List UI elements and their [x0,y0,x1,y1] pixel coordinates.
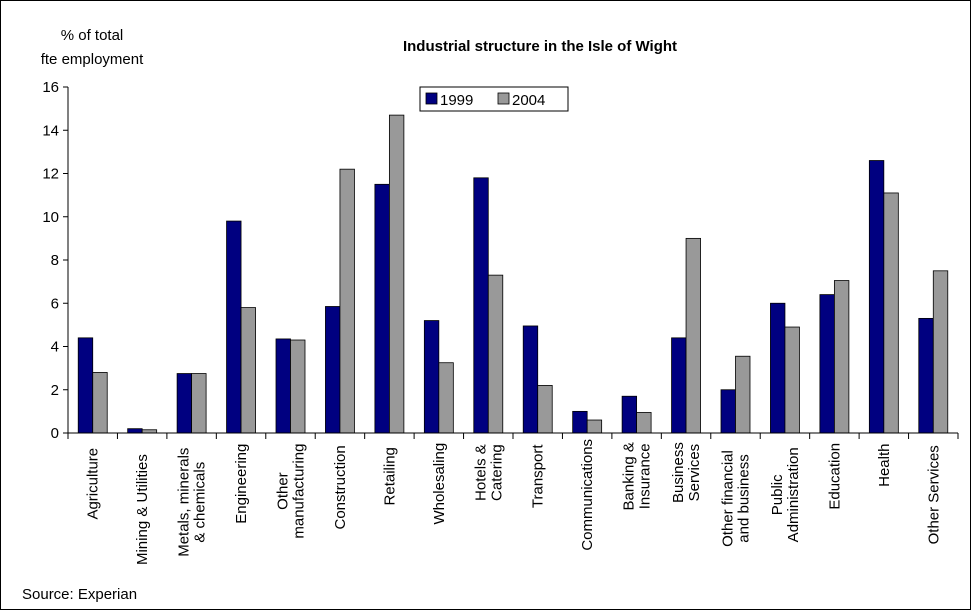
bar [275,338,291,434]
y-tick-label: 14 [42,122,59,139]
legend-swatch [425,92,438,105]
y-axis-label: % of total fte employment [41,27,144,68]
bar [537,385,553,434]
y-tick-label: 4 [51,339,59,356]
bar [290,339,306,434]
x-tick-label: Other Services [925,445,942,544]
x-tick-group: Other Services [925,445,942,544]
x-tick-label: Communications [579,439,596,551]
bar [388,114,405,434]
x-tick-group: Engineering [233,444,250,524]
bar [226,220,242,434]
y-tick-label: 10 [42,209,59,226]
x-tick-group: Othermanufacturing [275,444,308,539]
x-tick-label: BusinessServices [670,442,703,503]
bar [191,373,207,434]
source-note: Source: Experian [22,586,137,603]
bar [240,307,256,434]
y-tick-label: 16 [42,79,59,96]
bar [92,372,108,434]
legend-label: 1999 [440,92,473,109]
bar [671,337,687,434]
bar [77,337,94,434]
y-tick-label: 0 [51,425,59,442]
y-tick-label: 8 [51,252,59,269]
x-tick-label: Construction [332,445,349,529]
x-tick-group: Agriculture [85,448,102,520]
x-tick-label: Mining & Utilities [134,454,151,565]
x-tick-label: Education [826,443,843,510]
x-tick-label: Health [876,444,893,487]
bar [127,428,143,434]
legend-box [419,86,569,112]
x-tick-label: Metals, minerals& chemicals [176,448,209,557]
x-tick-label: Retailing [381,447,398,505]
bar [176,373,193,434]
bar [621,395,638,434]
bar [735,355,751,434]
bar [833,280,850,434]
bar [586,419,603,434]
bar [374,183,390,434]
x-tick-label: Agriculture [85,448,102,520]
x-tick-group: Banking &Insurance [621,442,654,510]
bar [487,274,504,434]
chart-title: Industrial structure in the Isle of Wigh… [403,38,677,55]
x-tick-label: Engineering [233,444,250,524]
bar [868,160,885,434]
x-tick-group: Wholesaling [431,443,448,525]
x-tick-label: Wholesaling [431,443,448,525]
bar [522,325,539,434]
bar [339,168,355,434]
legend-label: 2004 [512,92,545,109]
y-tick-label: 6 [51,295,59,312]
bar [423,320,440,434]
x-tick-label: Hotels &Catering [472,444,505,501]
bar [473,177,489,434]
bar [883,192,899,434]
bar [685,237,701,434]
x-tick-group: Mining & Utilities [134,454,151,565]
y-tick-label: 2 [51,382,59,399]
x-tick-group: Transport [530,444,547,508]
bar [572,410,588,434]
bar [819,294,835,434]
x-tick-label: Transport [530,444,547,508]
bar [784,326,800,434]
x-tick-group: Retailing [381,447,398,505]
x-tick-group: Health [876,444,893,487]
y-tick-label: 12 [42,166,59,183]
bar [636,412,652,434]
x-tick-group: Other financialand business [720,450,753,547]
x-tick-group: Education [826,443,843,510]
x-tick-group: Hotels &Catering [472,444,505,501]
bar [720,389,736,434]
x-tick-group: Metals, minerals& chemicals [176,448,209,557]
x-tick-label: PublicAdministration [769,447,802,542]
x-tick-group: BusinessServices [670,442,703,503]
bar [918,317,934,434]
x-tick-label: Banking &Insurance [621,442,654,510]
x-tick-label: Othermanufacturing [275,444,308,539]
bar [438,362,454,434]
x-tick-group: Construction [332,445,349,529]
x-tick-label: Other financialand business [720,450,753,547]
x-tick-group: Communications [579,439,596,551]
bar [325,306,341,434]
legend-swatch [497,92,510,105]
x-tick-group: PublicAdministration [769,447,802,542]
bar [770,302,786,434]
bar [932,270,949,434]
